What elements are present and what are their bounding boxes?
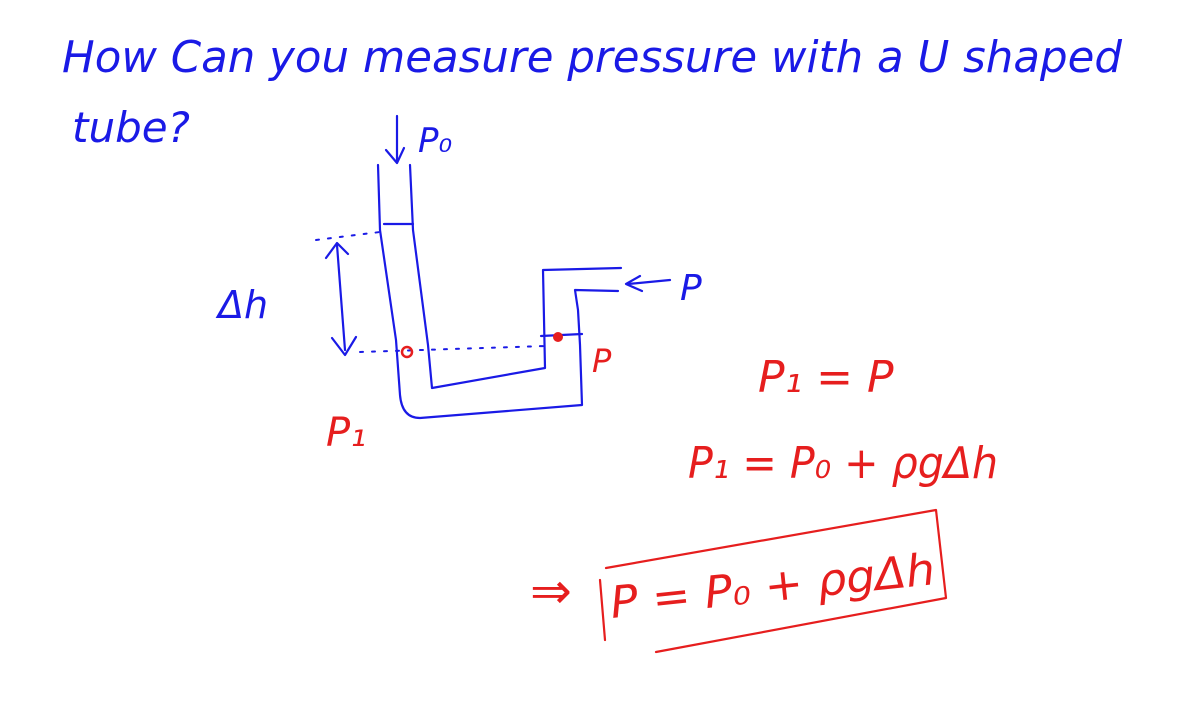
implies-arrow: ⇒ [530, 562, 572, 620]
u-tube [376, 163, 623, 420]
label-p0: P₀ [418, 121, 453, 161]
point-p-marker [553, 332, 563, 342]
equation-1: P₁ = P [758, 352, 894, 403]
label-p1: P₁ [326, 410, 366, 456]
bottom-level-dotted-line [359, 345, 546, 353]
result-equation: P = P₀ + ρgΔh [608, 544, 938, 629]
question-line-2: tube? [72, 103, 190, 152]
question-line-1: How Can you measure pressure with a U sh… [62, 32, 1123, 83]
point-p1-marker [400, 345, 414, 359]
u-tube-left-outer-wall [376, 163, 620, 420]
delta-h-arrow [324, 241, 358, 357]
label-delta-h: Δh [215, 283, 268, 327]
top-level-dotted-line [315, 231, 381, 241]
u-tube-inner-wall [408, 163, 623, 390]
p-inlet-arrow [624, 274, 672, 293]
result-box [598, 508, 948, 654]
label-p-inlet: P [680, 268, 702, 309]
label-p-point: P [592, 342, 612, 380]
p0-arrow [384, 114, 406, 165]
equation-2: P₁ = P₀ + ρgΔh [688, 438, 998, 489]
